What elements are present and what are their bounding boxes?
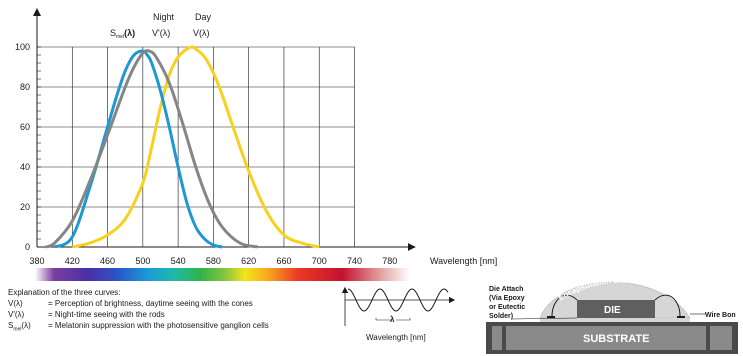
explanation-symbol-day: V(λ) bbox=[8, 298, 48, 309]
bond-pad-right bbox=[677, 316, 685, 318]
chart-grid bbox=[37, 46, 355, 247]
die-attach-line-2: (Via Epoxy bbox=[489, 295, 525, 302]
curve-explanation: Explanation of the three curves: V(λ) = P… bbox=[8, 287, 269, 336]
svg-text:Smel(λ): Smel(λ) bbox=[110, 28, 135, 40]
explanation-row-smel: Smel(λ) = Melatonin suppression with the … bbox=[8, 320, 269, 336]
chart-curves bbox=[45, 45, 320, 249]
glob-top-base bbox=[540, 318, 690, 322]
die-attach-line-1: Die Attach bbox=[489, 286, 523, 293]
y-tick-label-100: 100 bbox=[15, 42, 30, 52]
explanation-symbol-night-main: V'(λ) bbox=[8, 310, 25, 319]
series-label-night-top: Night bbox=[153, 12, 175, 22]
explanation-symbol-night: V'(λ) bbox=[8, 309, 48, 320]
x-tick-label-740: 740 bbox=[347, 256, 362, 266]
wave-inset-axis-label: Wavelength [nm] bbox=[366, 333, 426, 342]
lead-left bbox=[492, 326, 502, 350]
x-tick-label-780: 780 bbox=[382, 256, 397, 266]
series-line-0 bbox=[53, 49, 223, 249]
explanation-symbol-day-main: V(λ) bbox=[8, 299, 23, 308]
x-tick-label-500: 500 bbox=[135, 256, 150, 266]
explanation-symbol-smel-sub: mel bbox=[13, 326, 22, 333]
wave-inset-lambda-bracket bbox=[375, 318, 411, 321]
wave-inset-sine bbox=[347, 288, 449, 312]
wave-inset: λ Wavelength [nm] bbox=[341, 286, 456, 342]
x-tick-label-380: 380 bbox=[29, 256, 44, 266]
led-package-diagram: DIE SUBSTRATE Encapsulation aka Glob Top… bbox=[486, 276, 738, 354]
visible-spectrum-bar bbox=[35, 268, 410, 281]
die-attach-leader bbox=[511, 317, 578, 320]
y-tick-label-60: 60 bbox=[20, 122, 30, 132]
explanation-heading: Explanation of the three curves: bbox=[8, 288, 121, 297]
series-label-day-top: Day bbox=[195, 12, 212, 22]
explanation-text-day: = Perception of brightness, daytime seei… bbox=[48, 299, 253, 308]
x-tick-label-700: 700 bbox=[312, 256, 327, 266]
explanation-symbol-smel-main: S bbox=[8, 321, 14, 330]
x-axis-label: Wavelength [nm] bbox=[430, 256, 497, 266]
substrate bbox=[506, 326, 706, 350]
bond-pad-left bbox=[547, 316, 555, 318]
series-line-1 bbox=[45, 49, 258, 249]
series-label-day-bottom: V(λ) bbox=[193, 28, 210, 38]
explanation-symbol-smel-tail: (λ) bbox=[21, 321, 31, 330]
chart-tick-labels: 380 420 460 500 540 580 620 660 700 740 780 0 20 40 60… bbox=[15, 42, 397, 266]
series-label-smel: Smel(λ) bbox=[110, 28, 135, 40]
y-tick-label-80: 80 bbox=[20, 82, 30, 92]
substrate-label: SUBSTRATE bbox=[583, 333, 649, 345]
die-attach-line-4: Solder) bbox=[489, 313, 513, 320]
x-tick-label-660: 660 bbox=[276, 256, 291, 266]
series-label-smel-main: S bbox=[110, 28, 116, 38]
x-tick-label-620: 620 bbox=[241, 256, 256, 266]
x-tick-label-420: 420 bbox=[65, 256, 80, 266]
series-line-2 bbox=[71, 45, 320, 249]
chart-axes bbox=[33, 8, 416, 251]
x-tick-label-460: 460 bbox=[100, 256, 115, 266]
x-tick-label-540: 540 bbox=[171, 256, 186, 266]
explanation-row-day: V(λ) = Perception of brightness, daytime … bbox=[8, 298, 269, 309]
x-tick-label-580: 580 bbox=[206, 256, 221, 266]
explanation-symbol-smel: Smel(λ) bbox=[8, 320, 48, 336]
die-label: DIE bbox=[604, 305, 621, 316]
lead-right bbox=[710, 326, 732, 350]
series-label-smel-tail: (λ) bbox=[124, 28, 135, 38]
wire-bond-right bbox=[654, 294, 681, 317]
die-attach-line-3: or Eutectic bbox=[489, 304, 525, 311]
wave-inset-lambda: λ bbox=[390, 315, 395, 324]
explanation-row-night: V'(λ) = Night-time seeing with the rods bbox=[8, 309, 269, 320]
y-tick-label-20: 20 bbox=[20, 202, 30, 212]
die bbox=[577, 300, 655, 318]
y-tick-label-40: 40 bbox=[20, 162, 30, 172]
series-label-smel-sub: mel bbox=[116, 34, 124, 40]
wire-bond-label: Wire Bon bbox=[705, 312, 736, 319]
y-tick-label-0: 0 bbox=[25, 242, 30, 252]
series-label-night-bottom: V'(λ) bbox=[152, 28, 170, 38]
wire-bond-left bbox=[551, 294, 578, 317]
explanation-text-smel: = Melatonin suppression with the photose… bbox=[48, 321, 269, 330]
explanation-text-night: = Night-time seeing with the rods bbox=[48, 310, 165, 319]
